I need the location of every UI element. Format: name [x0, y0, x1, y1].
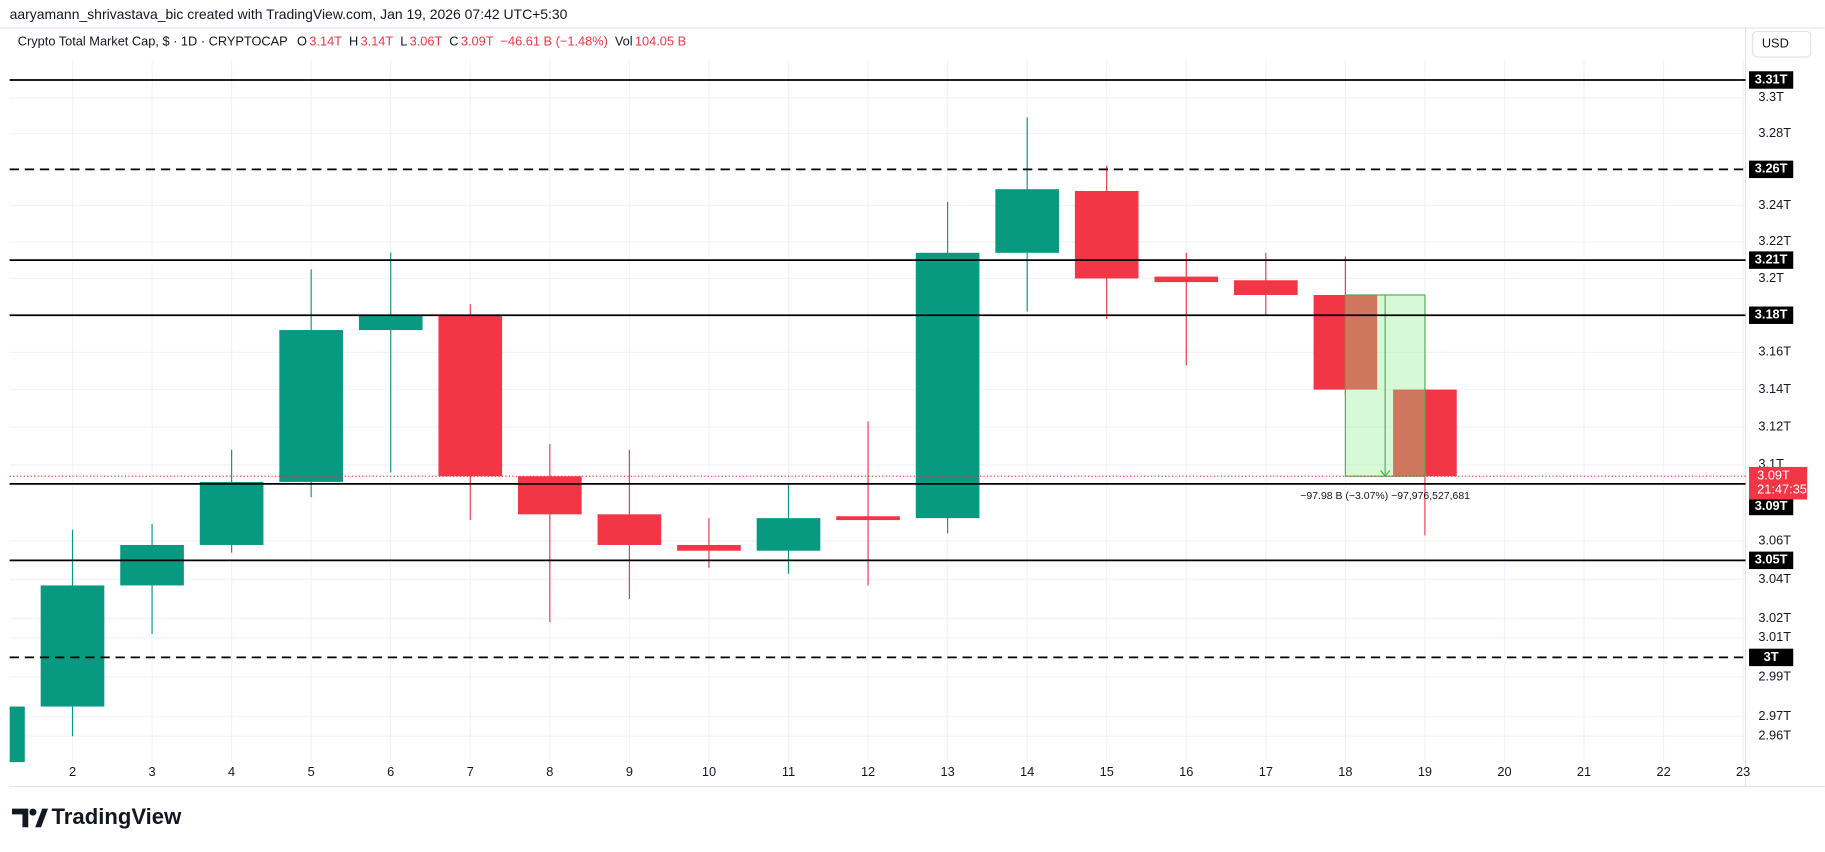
legend-key: Vol: [615, 33, 633, 48]
candle-body: [995, 189, 1059, 253]
symbol: Crypto Total Market Cap, $ · 1D · CRYPTO…: [18, 33, 288, 48]
candle-body: [358, 315, 423, 331]
level-label: 3.31T: [1755, 71, 1788, 86]
candle-body: [915, 252, 980, 519]
level-label: 3.05T: [1755, 552, 1788, 567]
x-tick-label: 2: [69, 764, 76, 779]
level-label-box: [1749, 551, 1794, 570]
candle-body: [836, 516, 900, 521]
x-tick-label: 22: [1656, 764, 1670, 779]
x-tick-label: 10: [702, 764, 716, 779]
level-label: 3T: [1764, 649, 1779, 664]
legend-value: 3.14T: [361, 33, 394, 48]
x-tick-label: 5: [308, 764, 315, 779]
level-label-box: [1749, 251, 1794, 269]
candle-body: [518, 476, 582, 515]
candle-body: [199, 481, 264, 545]
x-tick-label: 13: [940, 764, 954, 779]
y-tick-label: 3.12T: [1758, 418, 1791, 433]
legend-value: 3.06T: [410, 33, 443, 48]
x-tick-label: 11: [782, 764, 795, 779]
legend-value: 104.05 B: [635, 33, 686, 48]
level-label: 3.18T: [1755, 307, 1788, 322]
candle-body: [40, 585, 105, 707]
candle-body: [438, 315, 503, 477]
legend-key: H: [349, 33, 358, 48]
x-tick-label: 16: [1179, 764, 1193, 779]
x-tick-label: 9: [626, 764, 633, 779]
y-tick-label: 3.14T: [1758, 381, 1791, 396]
x-tick-label: 3: [149, 764, 156, 779]
plot: [9, 60, 1746, 763]
currency[interactable]: USD: [1762, 36, 1789, 51]
x-tick-label: 23: [1736, 764, 1750, 779]
brand-logo: [11, 808, 49, 828]
y-tick-label: 3.16T: [1758, 344, 1791, 359]
x-tick-label: 19: [1418, 764, 1432, 779]
legend-key: C: [449, 33, 458, 48]
level-label-box: [1749, 306, 1794, 324]
candle-body: [1074, 191, 1139, 279]
countdown: 21:47:35: [1757, 482, 1807, 497]
legend-key: O: [297, 33, 307, 48]
y-tick-label: 3.01T: [1758, 629, 1791, 644]
x-tick-label: 15: [1100, 764, 1114, 779]
measure-label: −97.98 B (−3.07%) −97,976,527,681: [1300, 491, 1470, 502]
x-tick-label: 7: [467, 764, 474, 779]
candle-body: [677, 544, 741, 551]
candle-body: [756, 518, 821, 551]
x-tick-label: 20: [1497, 764, 1511, 779]
level-label-box: [1749, 71, 1794, 89]
y-tick-label: 3.04T: [1758, 571, 1791, 586]
legend-key: L: [400, 33, 407, 48]
level-label: 3.21T: [1755, 251, 1788, 266]
y-tick-label: 3.02T: [1758, 610, 1791, 625]
level-label: 3.26T: [1755, 161, 1788, 176]
legend-change: −46.61 B (−1.48%): [501, 33, 608, 48]
candle-body: [1234, 280, 1298, 295]
candle-body: [9, 706, 25, 763]
y-tick-label: 3.06T: [1758, 532, 1791, 547]
x-tick-label: 6: [387, 764, 394, 779]
y-tick-label: 2.99T: [1758, 668, 1791, 683]
x-tick-label: 17: [1259, 764, 1273, 779]
x-tick-label: 21: [1577, 764, 1591, 779]
attribution: aaryamann_shrivastava_bic created with T…: [10, 6, 568, 22]
y-tick-label: 3.3T: [1758, 89, 1784, 104]
x-tick-label: 14: [1020, 764, 1034, 779]
candle-body: [120, 544, 184, 586]
x-tick-label: 8: [546, 764, 553, 779]
legend-value: 3.09T: [461, 33, 494, 48]
y-tick-label: 3.28T: [1758, 125, 1791, 140]
last-price-label: 3.09T: [1757, 468, 1790, 483]
candle-body: [1154, 276, 1219, 283]
candle-body: [597, 514, 662, 545]
brand: TradingView: [52, 804, 183, 829]
last-price-box: [1749, 466, 1808, 500]
legend-value: 3.14T: [309, 33, 342, 48]
x-tick-label: 18: [1338, 764, 1352, 779]
y-tick-label: 3.24T: [1758, 197, 1791, 212]
x-tick-label: 12: [861, 764, 875, 779]
x-tick-label: 4: [228, 764, 235, 779]
level-label: 3.09T: [1755, 498, 1788, 513]
y-tick-label: 3.2T: [1758, 270, 1784, 285]
level-label-box: [1749, 497, 1794, 516]
y-tick-label: 3.22T: [1758, 233, 1791, 248]
currency-button[interactable]: [1751, 30, 1812, 58]
level-label-box: [1749, 648, 1794, 667]
level-label-box: [1749, 160, 1794, 179]
y-tick-label: 2.97T: [1758, 708, 1791, 723]
y-tick-label: 2.96T: [1758, 728, 1791, 743]
candle-body: [279, 330, 343, 482]
